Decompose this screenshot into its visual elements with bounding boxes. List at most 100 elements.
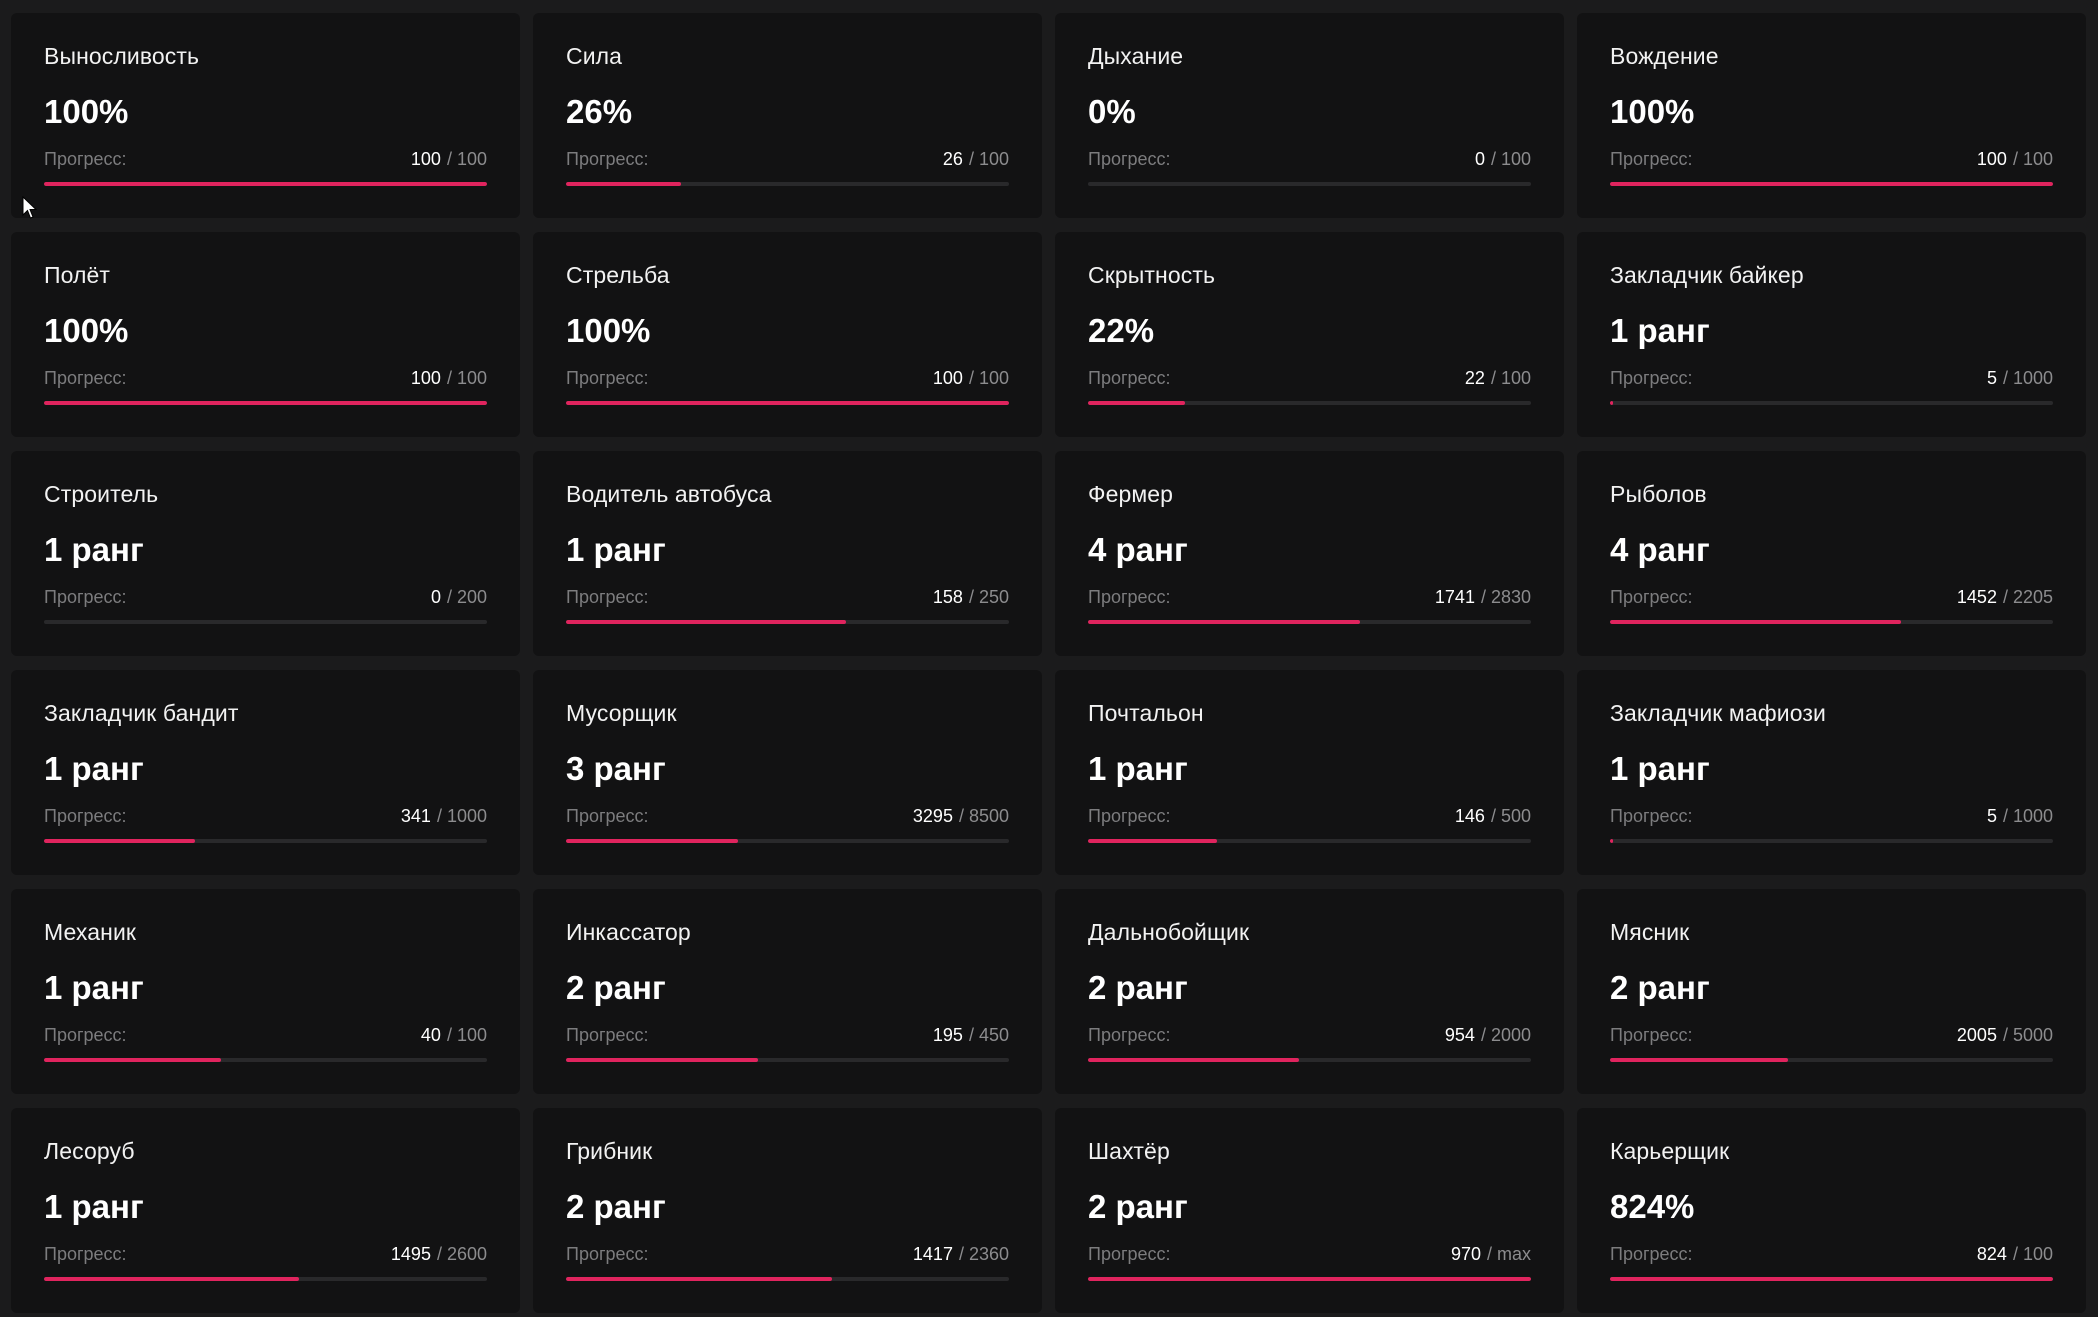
progress-count: 3295/ 8500 <box>913 806 1009 827</box>
progress-current: 1741 <box>1434 587 1475 607</box>
progress-bar-fill <box>1610 620 1902 624</box>
progress-row: Прогресс: 100/ 100 <box>566 368 1009 389</box>
skill-title: Закладчик бандит <box>44 700 239 726</box>
progress-label: Прогресс: <box>44 1244 127 1264</box>
progress-label: Прогресс: <box>44 368 127 388</box>
skill-card[interactable]: Сила 26% Прогресс: 26/ 100 <box>533 13 1042 218</box>
progress-bar-fill <box>1610 1277 2053 1281</box>
skill-value: 26% <box>566 93 633 130</box>
progress-bar <box>44 182 487 186</box>
skill-value: 100% <box>44 312 129 349</box>
progress-row: Прогресс: 1417/ 2360 <box>566 1244 1009 1265</box>
progress-row: Прогресс: 824/ 100 <box>1610 1244 2053 1265</box>
skill-card[interactable]: Стрельба 100% Прогресс: 100/ 100 <box>533 232 1042 437</box>
skill-card[interactable]: Карьерщик 824% Прогресс: 824/ 100 <box>1577 1108 2086 1313</box>
progress-row: Прогресс: 100/ 100 <box>1610 149 2053 170</box>
progress-current: 954 <box>1444 1025 1475 1045</box>
progress-current: 1452 <box>1956 587 1997 607</box>
progress-count: 1452/ 2205 <box>1957 587 2053 608</box>
skill-card[interactable]: Шахтёр 2 ранг Прогресс: 970/ max <box>1055 1108 1564 1313</box>
progress-current: 40 <box>420 1025 441 1045</box>
progress-bar <box>1610 1277 2053 1281</box>
skill-card[interactable]: Дыхание 0% Прогресс: 0/ 100 <box>1055 13 1564 218</box>
skill-card[interactable]: Механик 1 ранг Прогресс: 40/ 100 <box>11 889 520 1094</box>
skill-card[interactable]: Почтальон 1 ранг Прогресс: 146/ 500 <box>1055 670 1564 875</box>
progress-count: 22/ 100 <box>1465 368 1531 389</box>
skill-title: Дальнобойщик <box>1088 919 1250 945</box>
progress-count: 970/ max <box>1451 1244 1531 1265</box>
skill-card[interactable]: Грибник 2 ранг Прогресс: 1417/ 2360 <box>533 1108 1042 1313</box>
progress-count: 26/ 100 <box>943 149 1009 170</box>
progress-bar <box>1088 839 1531 843</box>
skill-card[interactable]: Строитель 1 ранг Прогресс: 0/ 200 <box>11 451 520 656</box>
progress-row: Прогресс: 195/ 450 <box>566 1025 1009 1046</box>
progress-label: Прогресс: <box>1088 149 1171 169</box>
progress-current: 5 <box>1986 806 1997 826</box>
skill-value: 2 ранг <box>1088 969 1188 1006</box>
progress-count: 100/ 100 <box>411 149 487 170</box>
progress-total: / max <box>1486 1244 1531 1264</box>
skill-title: Сила <box>566 43 623 69</box>
progress-count: 5/ 1000 <box>1987 806 2053 827</box>
progress-total: / 200 <box>446 587 487 607</box>
skill-card[interactable]: Полёт 100% Прогресс: 100/ 100 <box>11 232 520 437</box>
skill-card[interactable]: Дальнобойщик 2 ранг Прогресс: 954/ 2000 <box>1055 889 1564 1094</box>
progress-label: Прогресс: <box>1610 368 1693 388</box>
progress-label: Прогресс: <box>1610 587 1693 607</box>
skill-value: 1 ранг <box>44 1188 144 1225</box>
progress-total: / 2000 <box>1480 1025 1531 1045</box>
progress-label: Прогресс: <box>1610 149 1693 169</box>
progress-current: 100 <box>1976 149 2007 169</box>
skill-card[interactable]: Мясник 2 ранг Прогресс: 2005/ 5000 <box>1577 889 2086 1094</box>
progress-label: Прогресс: <box>1088 1244 1171 1264</box>
skill-card[interactable]: Водитель автобуса 1 ранг Прогресс: 158/ … <box>533 451 1042 656</box>
progress-label: Прогресс: <box>1610 806 1693 826</box>
progress-bar-fill <box>566 620 846 624</box>
progress-row: Прогресс: 954/ 2000 <box>1088 1025 1531 1046</box>
skill-title: Мусорщик <box>566 700 677 726</box>
progress-label: Прогресс: <box>566 149 649 169</box>
skills-grid: Выносливость 100% Прогресс: 100/ 100 Сил… <box>11 13 2086 1313</box>
skill-value: 1 ранг <box>1610 312 1710 349</box>
progress-total: / 1000 <box>2002 806 2053 826</box>
skill-title: Вождение <box>1610 43 1719 69</box>
progress-total: / 450 <box>968 1025 1009 1045</box>
skill-title: Карьерщик <box>1610 1138 1730 1164</box>
skill-title: Грибник <box>566 1138 653 1164</box>
progress-bar <box>44 839 487 843</box>
progress-bar-fill <box>1088 1058 1300 1062</box>
skill-title: Шахтёр <box>1088 1138 1170 1164</box>
progress-label: Прогресс: <box>1088 587 1171 607</box>
skill-title: Почтальон <box>1088 700 1204 726</box>
skill-card[interactable]: Фермер 4 ранг Прогресс: 1741/ 2830 <box>1055 451 1564 656</box>
skill-card[interactable]: Закладчик мафиози 1 ранг Прогресс: 5/ 10… <box>1577 670 2086 875</box>
progress-count: 2005/ 5000 <box>1957 1025 2053 1046</box>
skill-value: 2 ранг <box>1610 969 1710 1006</box>
progress-current: 100 <box>410 368 441 388</box>
progress-bar-fill <box>566 182 682 186</box>
skill-card[interactable]: Закладчик бандит 1 ранг Прогресс: 341/ 1… <box>11 670 520 875</box>
skill-card[interactable]: Закладчик байкер 1 ранг Прогресс: 5/ 100… <box>1577 232 2086 437</box>
progress-bar-fill <box>1610 839 1613 843</box>
progress-current: 341 <box>400 806 431 826</box>
skill-card[interactable]: Инкассатор 2 ранг Прогресс: 195/ 450 <box>533 889 1042 1094</box>
progress-count: 824/ 100 <box>1977 1244 2053 1265</box>
skill-card[interactable]: Мусорщик 3 ранг Прогресс: 3295/ 8500 <box>533 670 1042 875</box>
progress-total: / 100 <box>1490 149 1531 169</box>
skill-card[interactable]: Выносливость 100% Прогресс: 100/ 100 <box>11 13 520 218</box>
skill-title: Закладчик байкер <box>1610 262 1804 288</box>
progress-count: 954/ 2000 <box>1445 1025 1531 1046</box>
progress-bar-fill <box>1088 401 1186 405</box>
skill-title: Строитель <box>44 481 159 507</box>
progress-current: 26 <box>942 149 963 169</box>
progress-bar <box>1088 620 1531 624</box>
skill-card[interactable]: Скрытность 22% Прогресс: 22/ 100 <box>1055 232 1564 437</box>
progress-bar-fill <box>44 401 487 405</box>
skill-card[interactable]: Рыболов 4 ранг Прогресс: 1452/ 2205 <box>1577 451 2086 656</box>
skill-card[interactable]: Лесоруб 1 ранг Прогресс: 1495/ 2600 <box>11 1108 520 1313</box>
progress-total: / 100 <box>2012 1244 2053 1264</box>
progress-current: 2005 <box>1956 1025 1997 1045</box>
skill-title: Скрытность <box>1088 262 1216 288</box>
skill-title: Мясник <box>1610 919 1690 945</box>
skill-card[interactable]: Вождение 100% Прогресс: 100/ 100 <box>1577 13 2086 218</box>
